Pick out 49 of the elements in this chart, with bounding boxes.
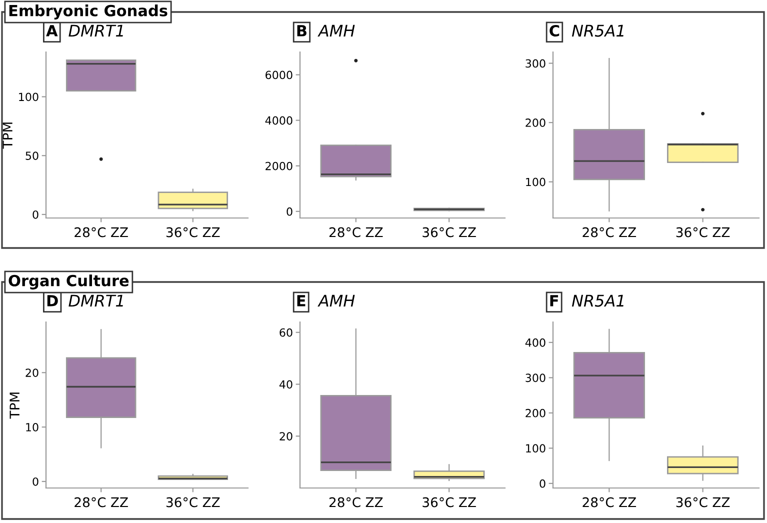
y-tick-label: 100: [19, 92, 38, 102]
chart-title: DMRT1: [68, 24, 123, 36]
chart-title: AMH: [318, 24, 355, 36]
x-tick-label: 36°C ZZ: [676, 497, 730, 508]
x-tick-label: 28°C ZZ: [329, 497, 383, 508]
y-tick-label: 40: [279, 380, 292, 389]
y-tick-label: 10: [26, 423, 38, 432]
x-tick-label: 28°C ZZ: [74, 227, 128, 238]
y-tick-label: 2000: [266, 162, 292, 170]
y-tick-label: 200: [526, 408, 546, 418]
y-tick-label: 60: [280, 328, 292, 337]
text: E: [297, 295, 306, 306]
text: D: [47, 295, 58, 306]
y-tick-label: 300: [526, 374, 546, 382]
y-tick-label: 50: [26, 152, 38, 160]
text: C: [550, 24, 560, 37]
y-tick-label: 6000: [266, 70, 292, 80]
text: F: [550, 295, 558, 306]
x-tick-label: 28°C ZZ: [582, 227, 636, 238]
y-tick-label: 100: [526, 178, 546, 186]
chart-title: NR5A1: [572, 294, 624, 307]
x-tick-label: 28°C ZZ: [329, 227, 383, 238]
x-tick-label: 28°C ZZ: [582, 497, 636, 508]
x-tick-label: 28°C ZZ: [74, 497, 128, 508]
chart-title: DMRT1: [68, 294, 123, 306]
y-axis-title: TPM: [2, 122, 12, 149]
y-tick-label: 20: [26, 368, 38, 377]
y-tick-label: 200: [526, 118, 546, 127]
y-tick-label: 0: [286, 207, 292, 216]
x-tick-label: 36°C ZZ: [422, 227, 476, 238]
x-tick-label: 36°C ZZ: [166, 497, 220, 508]
y-tick-label: 100: [526, 444, 546, 453]
text: Organ Culture: [8, 274, 129, 290]
chart-title: AMH: [318, 294, 355, 306]
x-tick-label: 36°C ZZ: [676, 227, 730, 238]
y-tick-label: 300: [526, 59, 546, 68]
y-tick-label: 0: [32, 477, 38, 486]
y-axis-title: TPM: [10, 392, 20, 419]
chart-title: NR5A1: [572, 24, 624, 37]
y-tick-label: 20: [280, 432, 292, 441]
text: Embryonic Gonads: [9, 4, 168, 20]
y-tick-label: 0: [540, 479, 546, 488]
x-tick-label: 36°C ZZ: [166, 227, 220, 238]
text: A: [46, 25, 58, 36]
y-tick-label: 4000: [265, 116, 292, 125]
x-tick-label: 36°C ZZ: [422, 497, 476, 508]
text: B: [297, 25, 306, 36]
y-tick-label: 0: [32, 210, 38, 219]
y-tick-label: 400: [525, 338, 546, 347]
